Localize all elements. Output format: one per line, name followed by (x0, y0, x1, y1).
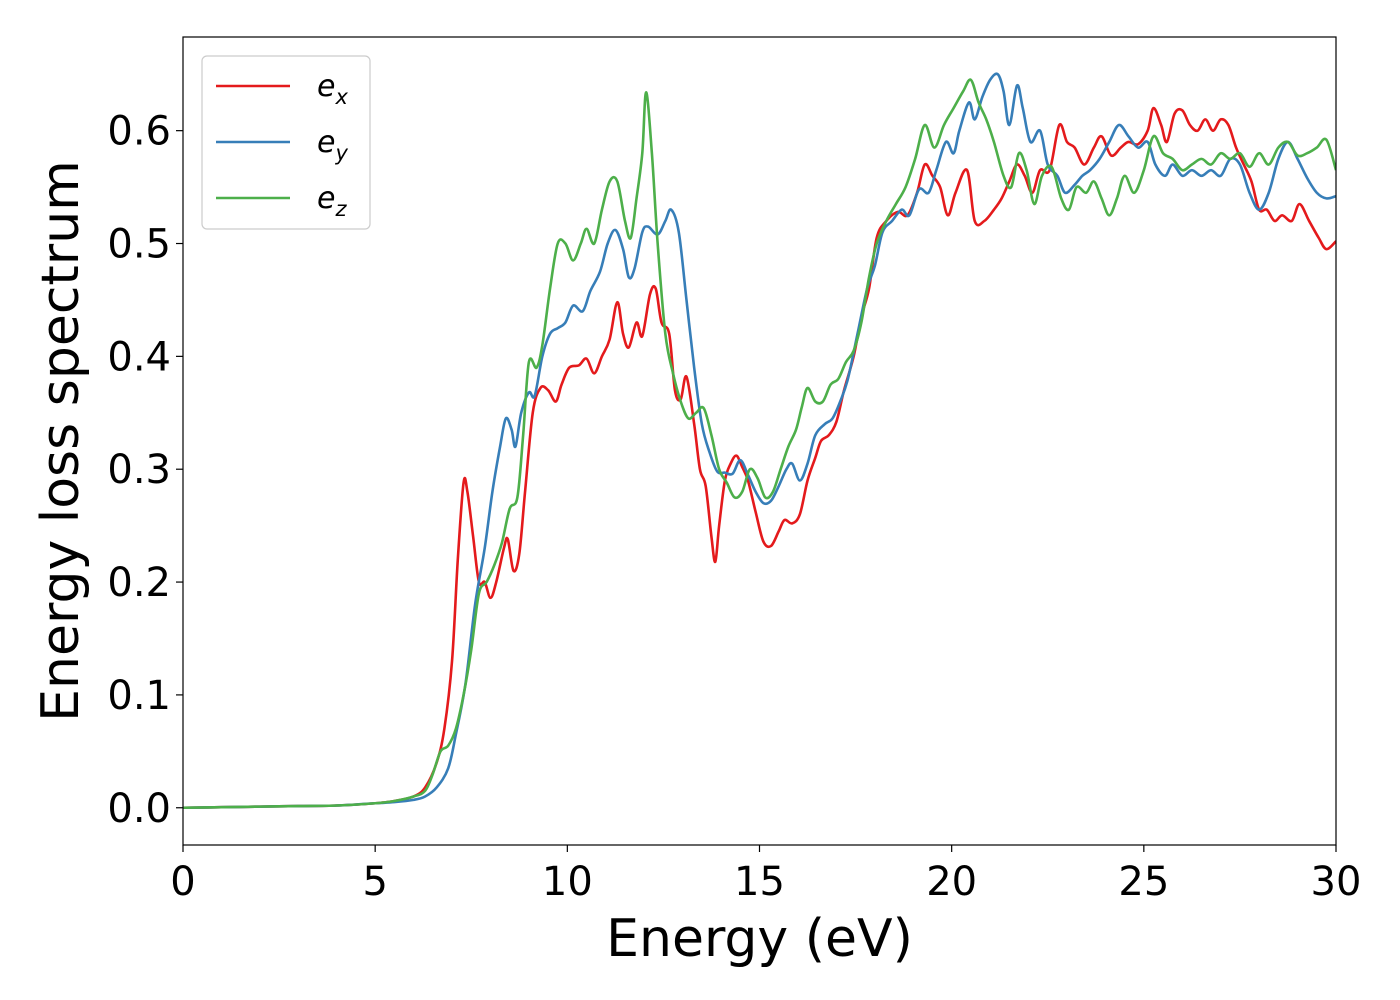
x-tick-label: 30 (1311, 859, 1362, 905)
plot-lines (183, 72, 1336, 810)
series-line-y (183, 72, 1336, 810)
x-axis-ticks: 0 5 10 15 20 25 30 (170, 845, 1361, 905)
y-tick-label: 0.2 (107, 560, 171, 606)
y-tick-label: 0.1 (107, 673, 171, 719)
y-tick-label: 0.4 (107, 334, 171, 380)
x-tick-label: 15 (734, 859, 785, 905)
x-tick-label: 5 (362, 859, 387, 905)
legend-subscript: z (334, 197, 347, 221)
legend-subscript: y (334, 141, 348, 165)
x-tick-label: 20 (926, 859, 977, 905)
y-axis-ticks: 0.0 0.1 0.2 0.3 0.4 0.5 0.6 (107, 109, 183, 832)
series-line-z (183, 78, 1336, 810)
y-tick-label: 0.3 (107, 447, 171, 493)
x-tick-label: 10 (542, 859, 593, 905)
y-tick-label: 0.0 (107, 786, 171, 832)
y-axis-label: Energy loss spectrum (31, 160, 91, 722)
y-tick-label: 0.6 (107, 109, 171, 155)
y-tick-label: 0.5 (107, 222, 171, 268)
x-axis-label: Energy (eV) (606, 909, 913, 969)
x-tick-label: 25 (1118, 859, 1169, 905)
legend-subscript: x (334, 85, 348, 109)
x-tick-label: 0 (170, 859, 195, 905)
series-line-x (183, 106, 1336, 810)
